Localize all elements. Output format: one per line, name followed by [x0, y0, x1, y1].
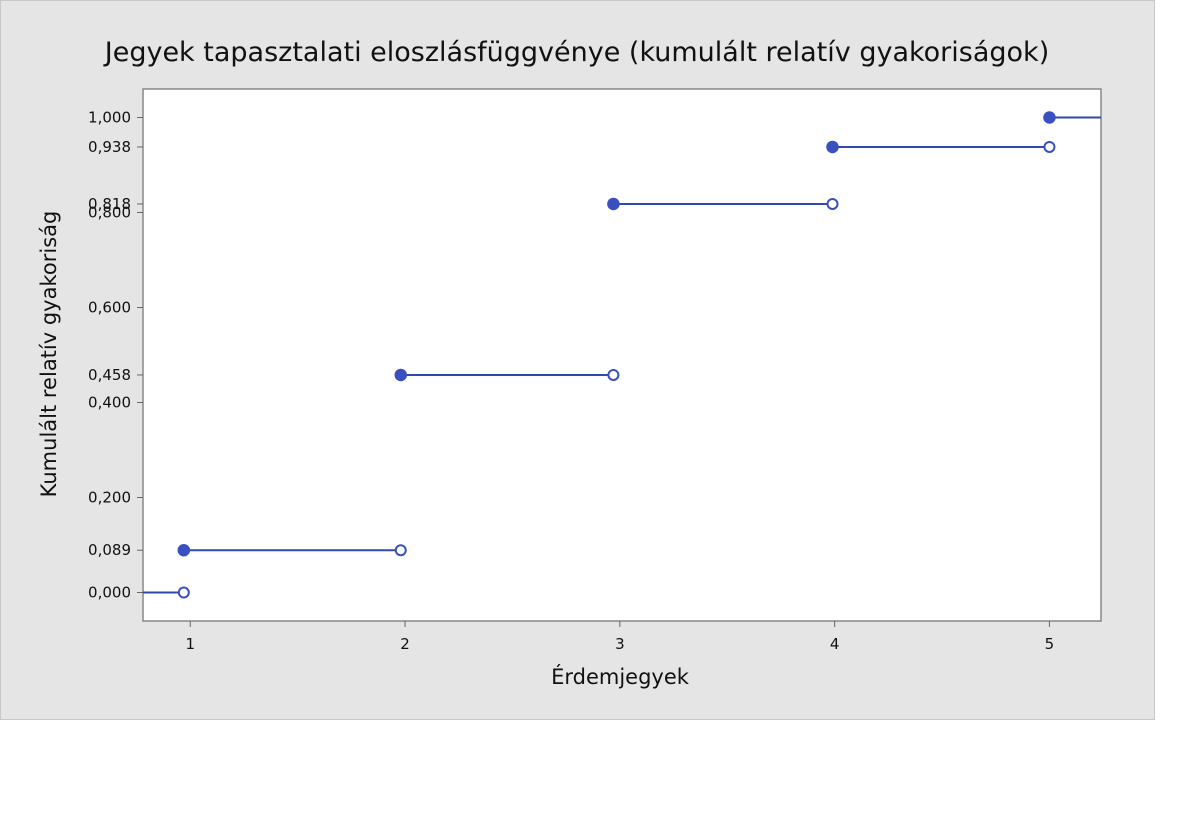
open-point: [607, 368, 620, 381]
closed-point: [394, 368, 408, 382]
y-tick-label: 0,458: [88, 366, 131, 384]
open-point: [826, 197, 839, 210]
closed-point: [607, 197, 620, 211]
y-tick-label: 0,818: [88, 195, 131, 213]
y-tick-label: 0,089: [88, 541, 131, 559]
y-axis-label: Kumulált relatív gyakoriság: [37, 211, 61, 498]
closed-point: [1043, 111, 1056, 124]
y-tick-label: 0,200: [88, 489, 131, 507]
x-tick-label: 4: [830, 635, 840, 653]
y-tick-label: 0,800: [88, 204, 131, 222]
chart-title: Jegyek tapasztalati eloszlásfüggvénye (k…: [103, 37, 1049, 68]
step-series: [143, 116, 1101, 594]
open-point: [394, 544, 407, 557]
step-markers: [177, 111, 1056, 599]
open-point: [177, 586, 190, 599]
open-point: [1043, 140, 1056, 153]
y-tick-label: 0,938: [88, 138, 131, 156]
y-tick-label: 0,600: [88, 299, 131, 317]
x-tick-label: 3: [615, 635, 625, 653]
x-axis: 1 2 3 4 5: [185, 621, 1054, 653]
plot-area: [142, 88, 1102, 622]
x-axis-label: Érdemjegyek: [551, 664, 690, 689]
x-tick-label: 5: [1045, 635, 1055, 653]
y-axis: 0,000 0,089 0,200 0,400 0,458 0,600 0,8000,818…: [88, 109, 143, 602]
closed-point: [177, 543, 191, 557]
y-tick-label: 0,000: [88, 584, 131, 602]
y-tick-label: 0,400: [88, 394, 131, 412]
y-tick-label: 1,000: [88, 109, 131, 127]
x-tick-label: 2: [400, 635, 410, 653]
x-tick-label: 1: [185, 635, 195, 653]
closed-point: [826, 140, 839, 154]
